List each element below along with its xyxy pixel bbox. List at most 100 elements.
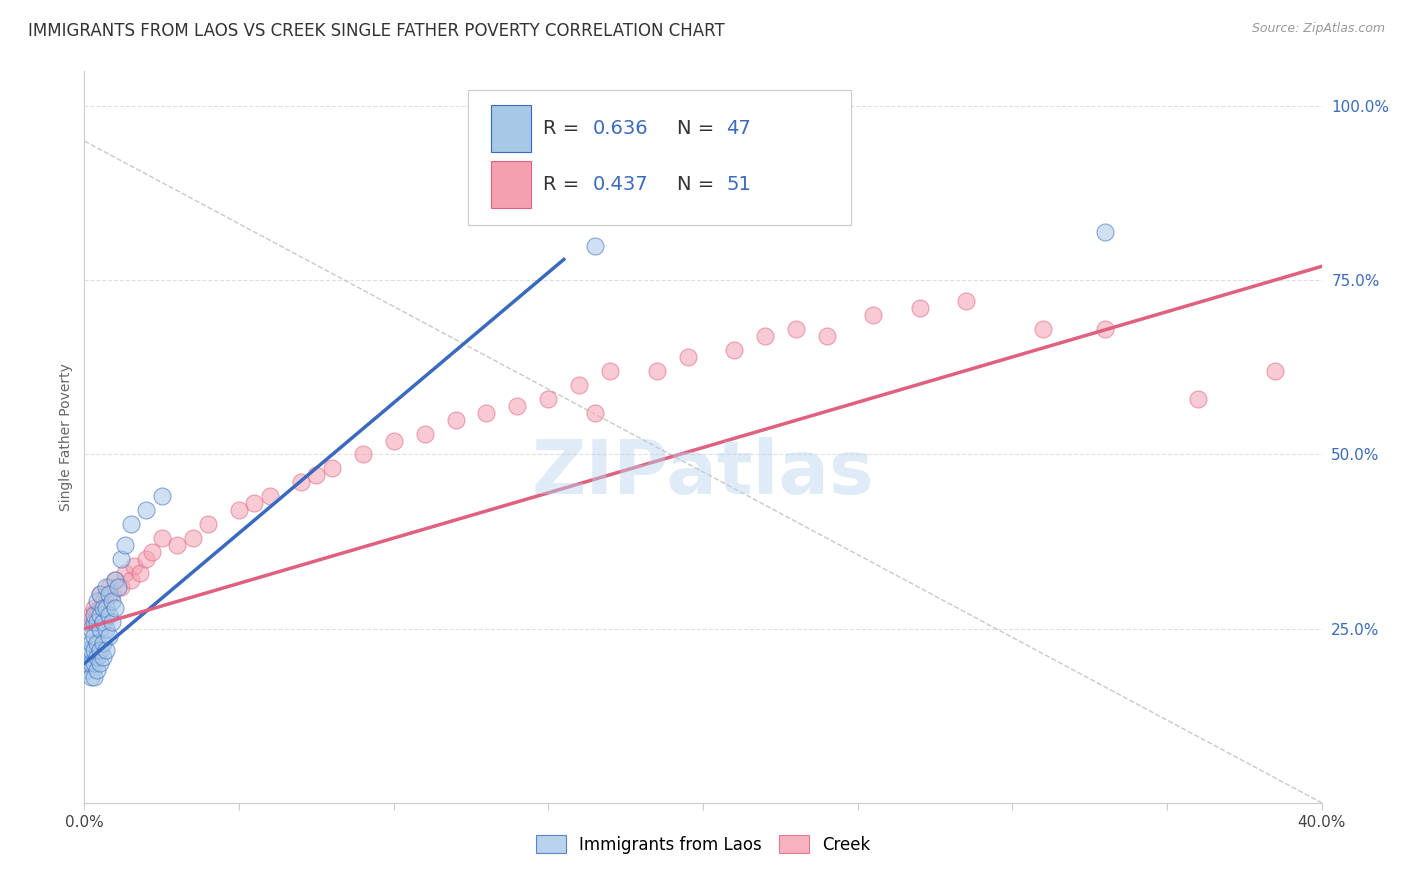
Point [94,600,117,615]
Point [290,475,312,490]
Point [908,301,931,316]
Point [444,412,467,426]
Point [94,580,117,594]
Point [676,350,699,364]
Point [76,615,98,629]
Point [79,622,101,636]
Point [89,642,111,657]
Point [104,600,127,615]
Point [86,607,108,622]
Point [110,580,132,594]
Point [86,635,108,649]
Point [83,629,105,643]
Point [86,615,108,629]
Point [91,615,114,629]
Point [83,642,105,657]
Point [83,670,105,684]
Point [101,587,124,601]
Point [89,587,111,601]
Point [1094,322,1116,336]
Point [862,308,884,322]
Point [104,573,127,587]
Point [583,238,606,252]
Point [197,517,219,532]
Point [181,531,204,545]
Text: N =: N = [678,119,720,138]
Point [76,642,98,657]
Point [645,364,668,378]
Point [1094,225,1116,239]
Point [110,552,132,566]
Point [79,657,101,671]
Point [352,448,374,462]
Point [83,607,105,622]
Point [583,406,606,420]
Point [86,594,108,608]
Point [129,566,152,580]
Text: IMMIGRANTS FROM LAOS VS CREEK SINGLE FATHER POVERTY CORRELATION CHART: IMMIGRANTS FROM LAOS VS CREEK SINGLE FAT… [28,22,725,40]
Point [228,503,250,517]
Point [599,364,621,378]
Text: N =: N = [678,175,720,194]
Legend: Immigrants from Laos, Creek: Immigrants from Laos, Creek [529,829,877,860]
Point [537,392,560,406]
Point [98,587,121,601]
Point [723,343,745,357]
Point [91,594,114,608]
Point [83,657,105,671]
Point [98,607,121,622]
Point [83,600,105,615]
Point [1187,392,1209,406]
Point [815,329,838,343]
Point [104,573,127,587]
Point [79,635,101,649]
Point [79,642,101,657]
Point [122,558,145,573]
Text: 0.437: 0.437 [593,175,648,194]
Text: ZIPatlas: ZIPatlas [531,437,875,510]
Point [305,468,328,483]
Point [101,615,124,629]
Point [150,531,173,545]
FancyBboxPatch shape [492,161,531,208]
Point [166,538,188,552]
FancyBboxPatch shape [468,90,852,225]
Text: 47: 47 [727,119,751,138]
Text: 51: 51 [727,175,751,194]
Point [86,664,108,678]
Point [135,552,157,566]
Y-axis label: Single Father Poverty: Single Father Poverty [59,363,73,511]
Point [91,600,114,615]
Text: Source: ZipAtlas.com: Source: ZipAtlas.com [1251,22,1385,36]
Point [413,426,436,441]
Point [89,657,111,671]
Point [114,566,136,580]
Point [89,600,111,615]
Point [382,434,405,448]
FancyBboxPatch shape [492,105,531,152]
Point [94,642,117,657]
Point [94,587,117,601]
Point [76,664,98,678]
Point [785,322,807,336]
Text: R =: R = [543,119,586,138]
Point [101,594,124,608]
Point [89,622,111,636]
Point [83,615,105,629]
Point [135,503,157,517]
Point [98,580,121,594]
Point [141,545,163,559]
Point [79,670,101,684]
Point [94,622,117,636]
Point [1032,322,1054,336]
Point [506,399,529,413]
Point [150,489,173,503]
Point [89,587,111,601]
Point [114,538,136,552]
Point [79,607,101,622]
Point [120,573,142,587]
Point [475,406,498,420]
Point [259,489,281,503]
Point [120,517,142,532]
Point [76,657,98,671]
